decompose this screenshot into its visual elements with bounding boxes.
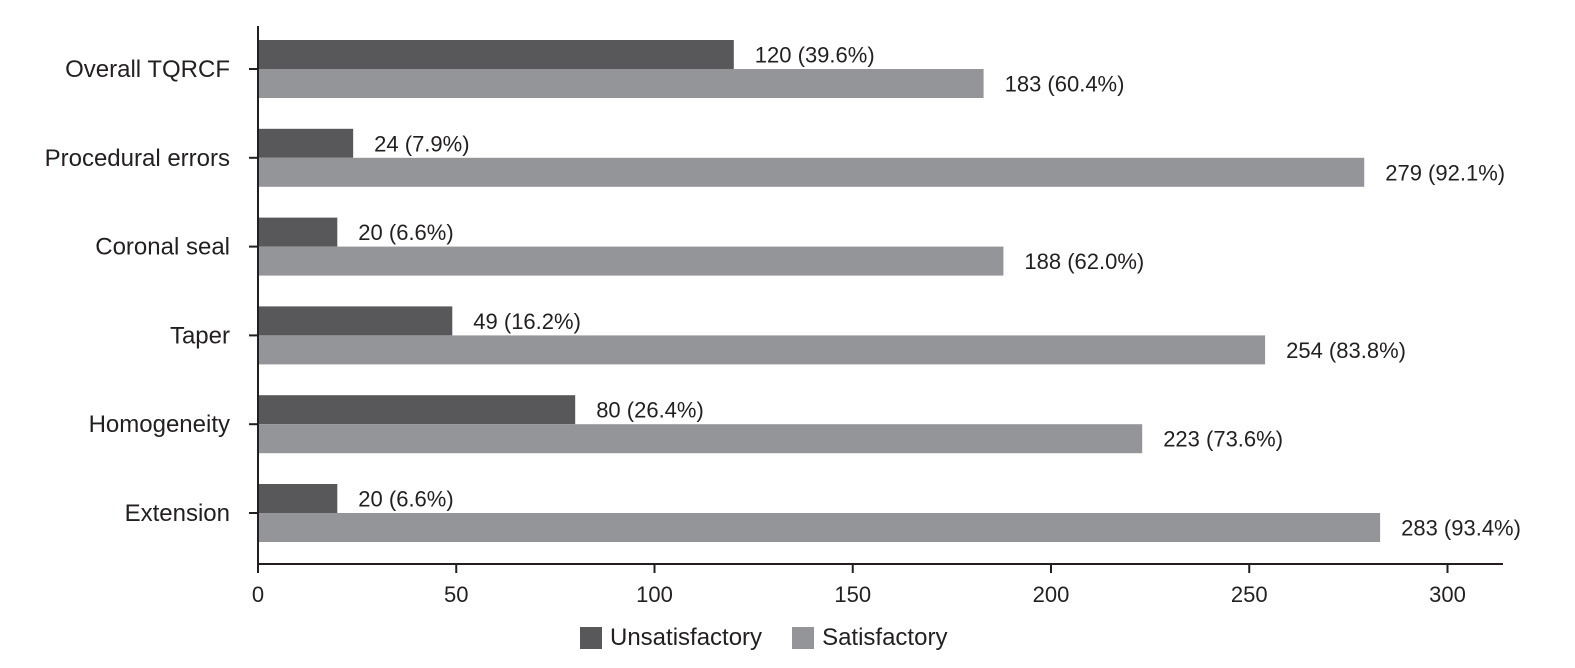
legend-swatch-satisfactory [792,627,815,649]
category-label-taper: Taper [170,322,230,349]
y-axis: Overall TQRCF Procedural errors Coronal se… [45,26,259,564]
category-label-extension: Extension [125,500,230,527]
data-label-unsatisfactory-overall-tqrcf: 120 (39.6%) [755,43,875,68]
bar-unsatisfactory-procedural-errors [258,128,354,158]
bar-satisfactory-coronal-seal [258,246,1004,276]
legend-item-satisfactory: Satisfactory [792,624,947,652]
x-tick-label-100: 100 [636,582,673,607]
data-label-unsatisfactory-procedural-errors: 24 (7.9%) [374,131,469,156]
legend-label-satisfactory: Satisfactory [822,624,948,651]
x-tick-label-300: 300 [1429,582,1466,607]
data-label-satisfactory-overall-tqrcf: 183 (60.4%) [1005,72,1125,97]
category-label-coronal-seal: Coronal seal [95,234,230,261]
bar-satisfactory-overall-tqrcf [258,69,984,98]
bar-unsatisfactory-taper [258,306,453,336]
x-tick-label-50: 50 [444,582,468,607]
bars-group [258,40,1381,542]
data-label-unsatisfactory-extension: 20 (6.6%) [358,487,453,512]
data-label-satisfactory-homogeneity: 223 (73.6%) [1163,427,1283,452]
category-label-overall-tqrcf: Overall TQRCF [65,56,230,83]
category-label-homogeneity: Homogeneity [89,411,230,438]
bar-unsatisfactory-extension [258,484,338,513]
data-label-unsatisfactory-taper: 49 (16.2%) [473,309,581,334]
legend: Unsatisfactory Satisfactory [580,624,977,652]
data-labels-group: 120 (39.6%) 183 (60.4%) 24 (7.9%) 279 (92.1… [358,43,1521,541]
x-tick-label-200: 200 [1033,582,1070,607]
data-label-satisfactory-taper: 254 (83.8%) [1286,338,1406,363]
bar-satisfactory-taper [258,335,1266,365]
bar-satisfactory-extension [258,513,1381,542]
x-tick-label-150: 150 [834,582,871,607]
x-axis: 0 50 100 150 200 250 300 [252,563,1503,607]
bar-satisfactory-procedural-errors [258,157,1365,187]
bar-unsatisfactory-homogeneity [258,395,576,425]
data-label-satisfactory-procedural-errors: 279 (92.1%) [1385,160,1505,185]
legend-item-unsatisfactory: Unsatisfactory [580,624,762,652]
data-label-satisfactory-coronal-seal: 188 (62.0%) [1024,249,1144,274]
data-label-unsatisfactory-coronal-seal: 20 (6.6%) [358,220,453,245]
data-label-satisfactory-extension: 283 (93.4%) [1401,516,1521,541]
legend-swatch-unsatisfactory [580,627,602,649]
bar-satisfactory-homogeneity [258,424,1143,454]
category-label-procedural-errors: Procedural errors [45,145,230,172]
x-tick-label-0: 0 [252,582,264,607]
bar-unsatisfactory-overall-tqrcf [258,40,734,69]
data-label-unsatisfactory-homogeneity: 80 (26.4%) [596,398,704,423]
legend-label-unsatisfactory: Unsatisfactory [610,624,763,651]
bar-unsatisfactory-coronal-seal [258,217,338,247]
x-tick-label-250: 250 [1231,582,1268,607]
